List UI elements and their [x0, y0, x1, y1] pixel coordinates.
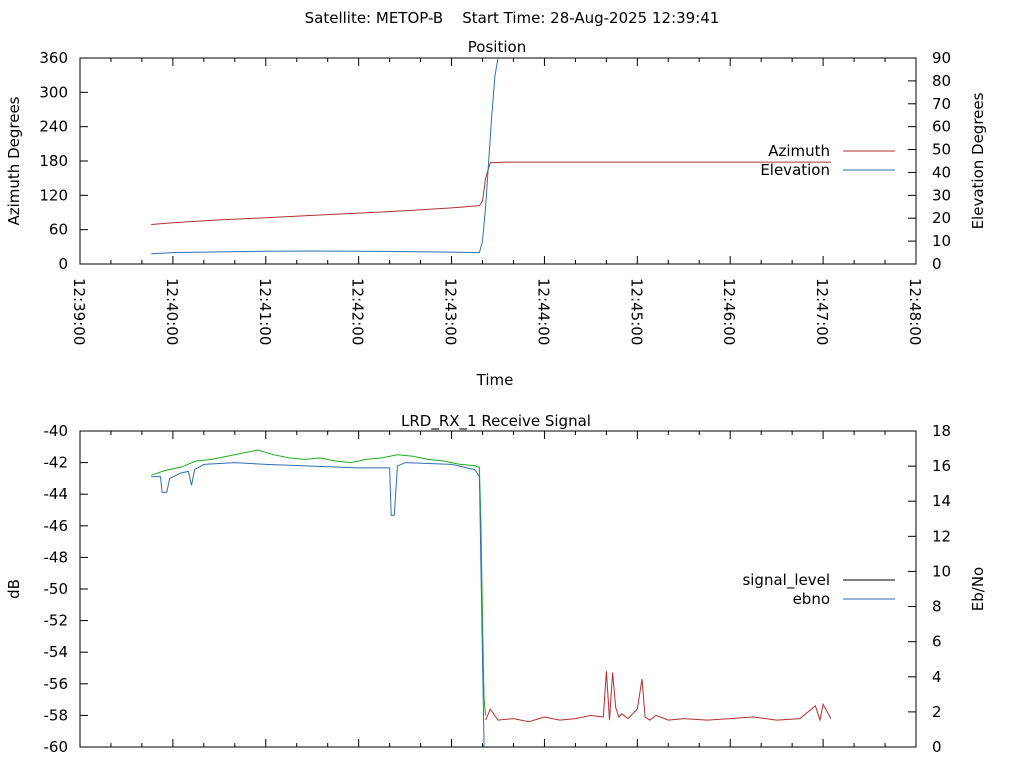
position-xtick-label: 12:39:00 — [70, 278, 88, 345]
signal-ytick-label: -42 — [44, 454, 69, 472]
signal-y2tick-label: 18 — [932, 422, 951, 440]
signal-chart: LRD_RX_1 Receive Signal -60 -58 -56 -54 -52 -… — [5, 412, 987, 756]
position-x-axis-label: Time — [476, 371, 514, 389]
position-y-axis-label: Azimuth Degrees — [5, 96, 23, 225]
position-series-elevation — [151, 57, 499, 255]
signal-series-ebno — [151, 462, 485, 748]
signal-ytick-label: -48 — [44, 548, 69, 566]
signal-ytick-label: -56 — [44, 675, 69, 693]
position-ytick-label: 180 — [39, 152, 68, 170]
signal-legend: signal_level ebno — [742, 571, 895, 608]
legend-label-azimuth: Azimuth — [768, 142, 830, 160]
position-y2tick-label: 40 — [932, 163, 951, 181]
signal-ytick-label: -50 — [44, 580, 69, 598]
position-xtick-label: 12:45:00 — [627, 278, 645, 345]
position-xtick-label: 12:40:00 — [163, 278, 181, 345]
position-ytick-label: 120 — [39, 186, 68, 204]
position-chart: Position 0 60 120 180 240 300 360 0 10 20 30 40 50 60… — [5, 38, 987, 389]
position-y2-axis-label: Elevation Degrees — [969, 92, 987, 229]
position-ytick-label: 360 — [39, 49, 68, 67]
signal-y2tick-label: 14 — [932, 492, 951, 510]
legend-label-ebno: ebno — [793, 590, 830, 608]
signal-y2-axis-label: Eb/No — [969, 567, 987, 611]
position-y2tick-label: 30 — [932, 186, 951, 204]
signal-ytick-label: -54 — [44, 643, 69, 661]
position-y2tick-label: 0 — [932, 255, 942, 273]
position-xtick-label: 12:41:00 — [256, 278, 274, 345]
signal-y2tick-label: 8 — [932, 598, 942, 616]
signal-ytick-label: -44 — [44, 485, 69, 503]
position-ytick-label: 300 — [39, 83, 68, 101]
position-xtick-label: 12:44:00 — [534, 278, 552, 345]
position-y2tick-label: 80 — [932, 72, 951, 90]
signal-plot-frame — [79, 430, 917, 748]
signal-ytick-label: -46 — [44, 517, 69, 535]
position-xtick-label: 12:46:00 — [720, 278, 738, 345]
signal-ytick-label: -60 — [44, 738, 69, 756]
signal-y2tick-label: 6 — [932, 633, 942, 651]
signal-y2tick-label: 12 — [932, 527, 951, 545]
legend-label-signal-level: signal_level — [742, 571, 830, 590]
signal-y2tick-label: 10 — [932, 562, 951, 580]
signal-series-signal-level-no-lock- — [485, 671, 832, 723]
signal-y2tick-label: 4 — [932, 668, 942, 686]
position-title: Position — [468, 38, 526, 56]
signal-ytick-label: -58 — [44, 706, 69, 724]
position-series-azimuth — [151, 161, 831, 225]
position-y2tick-label: 50 — [932, 141, 951, 159]
figure-header: Satellite: METOP-B Start Time: 28-Aug-20… — [305, 9, 720, 27]
position-ytick-label: 240 — [39, 118, 68, 136]
position-y2tick-label: 60 — [932, 118, 951, 136]
position-xtick-label: 12:42:00 — [349, 278, 367, 345]
position-legend: Azimuth Elevation — [760, 142, 895, 179]
signal-y2tick-label: 2 — [932, 703, 942, 721]
position-y2tick-label: 20 — [932, 209, 951, 227]
position-y2tick-label: 90 — [932, 49, 951, 67]
position-ytick-label: 0 — [58, 255, 68, 273]
signal-ytick-label: -52 — [44, 612, 69, 630]
signal-y-axis-label: dB — [5, 579, 23, 599]
signal-y2tick-label: 16 — [932, 457, 951, 475]
position-xtick-label: 12:47:00 — [813, 278, 831, 345]
signal-ytick-label: -40 — [44, 422, 69, 440]
legend-label-elevation: Elevation — [760, 161, 830, 179]
signal-y2tick-label: 0 — [932, 738, 942, 756]
signal-series-signal-level — [151, 449, 487, 716]
signal-title: LRD_RX_1 Receive Signal — [401, 412, 591, 431]
position-xtick-label: 12:48:00 — [906, 278, 924, 345]
position-xtick-label: 12:43:00 — [442, 278, 460, 345]
position-y2tick-label: 70 — [932, 95, 951, 113]
position-ytick-label: 60 — [49, 221, 68, 239]
position-y2tick-label: 10 — [932, 232, 951, 250]
